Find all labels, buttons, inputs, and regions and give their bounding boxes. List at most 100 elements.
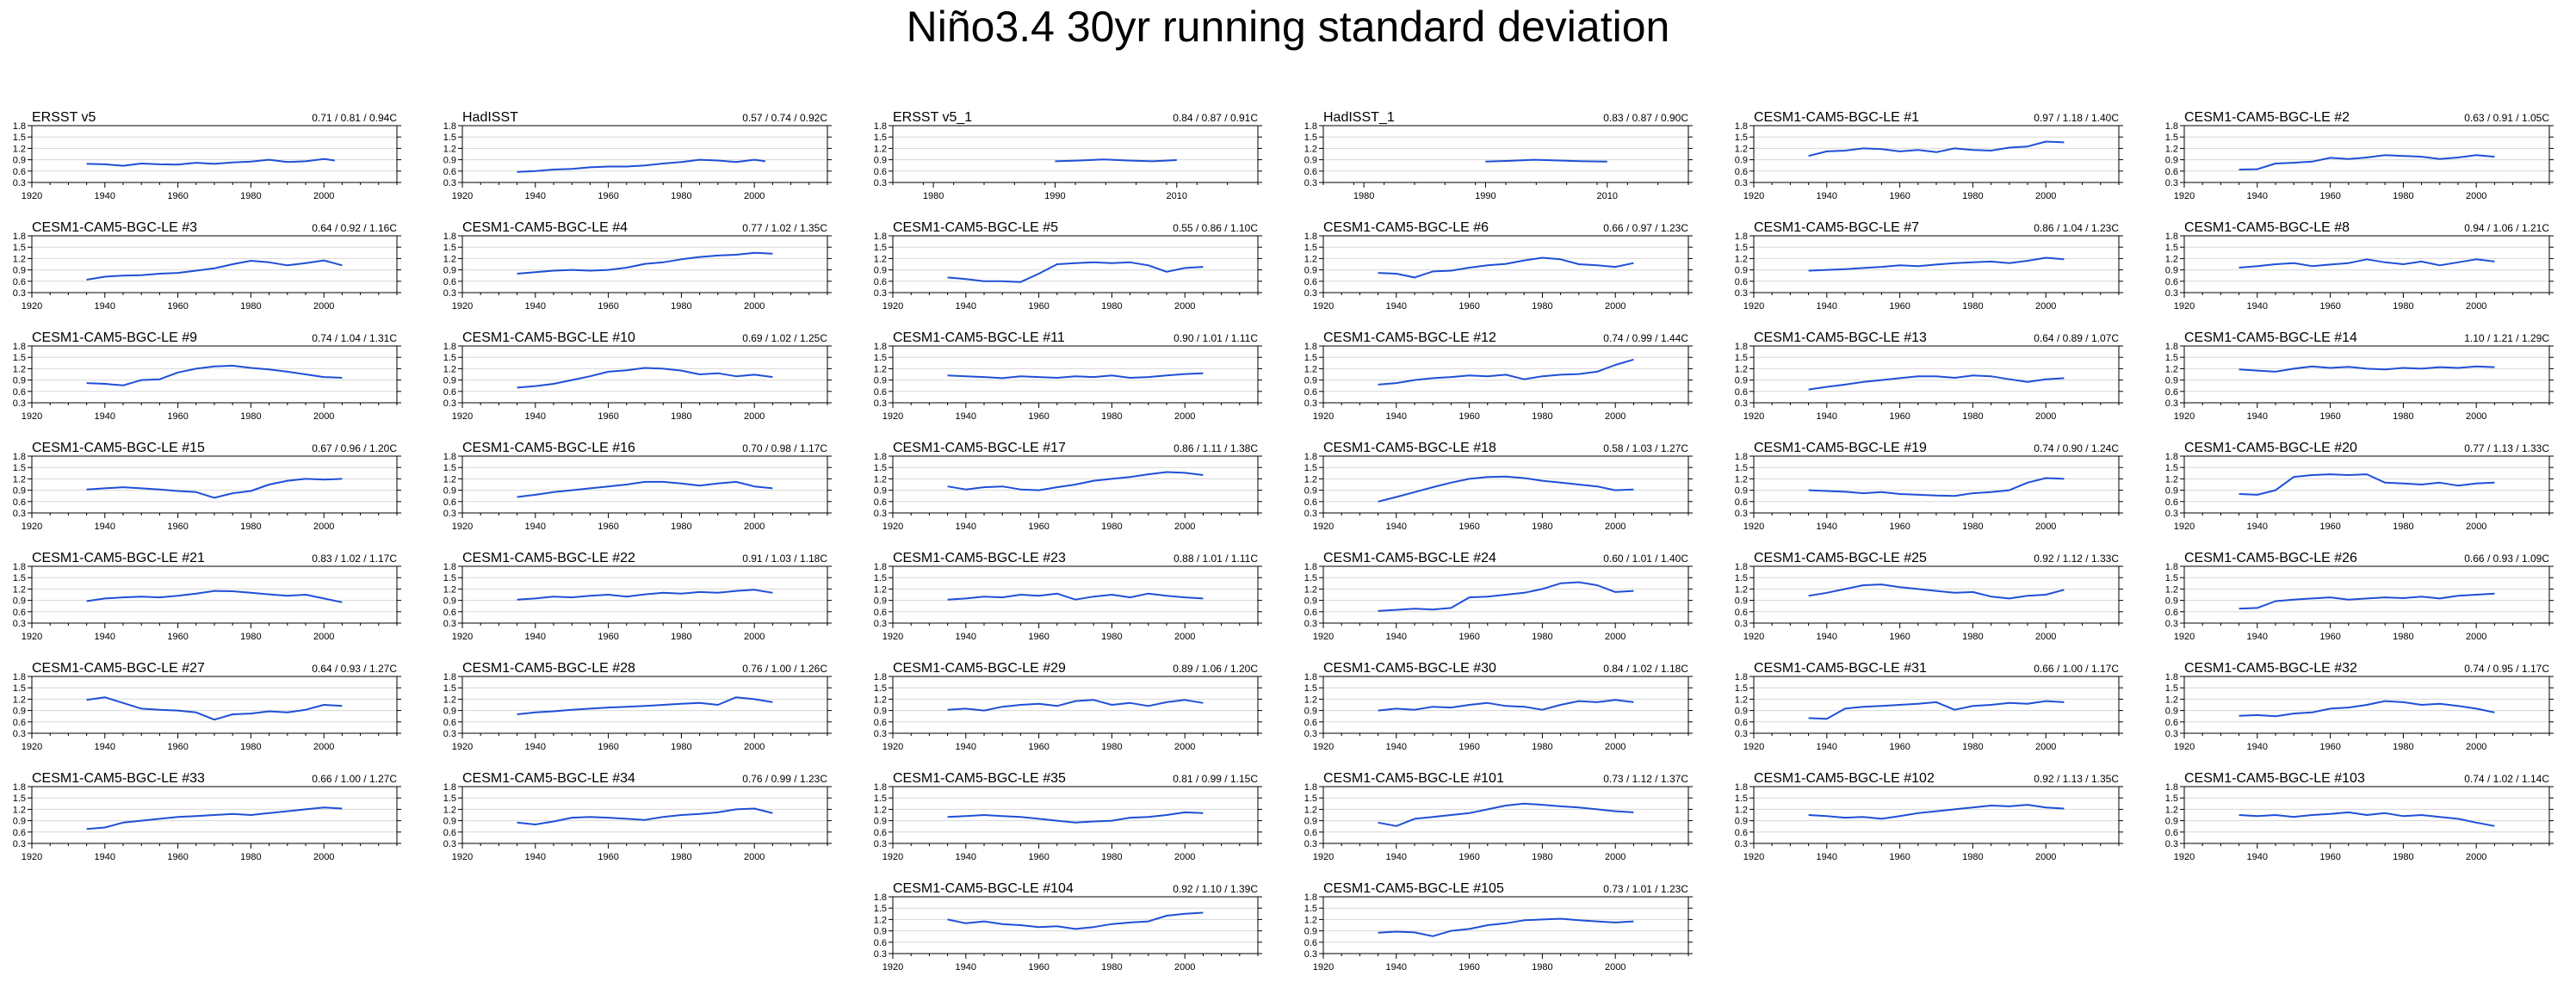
x-tick-label: 1920 — [1313, 301, 1334, 312]
series-line — [1808, 804, 2065, 820]
chart-panel: CESM1-CAM5-BGC-LE #105 0.73 / 1.01 / 1.23… — [1304, 881, 1693, 973]
x-tick-label: 2000 — [2035, 852, 2056, 862]
x-tick-label: 1940 — [1386, 742, 1407, 752]
y-tick-label: 1.8 — [1304, 562, 1317, 572]
y-tick-label: 1.5 — [1735, 573, 1748, 584]
series-line — [517, 158, 766, 173]
x-tick-label: 2000 — [2466, 191, 2486, 201]
y-tick-label: 1.5 — [1735, 683, 1748, 694]
x-tick-label: 1980 — [1962, 632, 1983, 642]
chart-panel: CESM1-CAM5-BGC-LE #18 0.58 / 1.03 / 1.27C… — [1304, 441, 1693, 532]
y-tick-label: 0.9 — [1304, 266, 1317, 276]
chart-panel: CESM1-CAM5-BGC-LE #25 0.92 / 1.12 / 1.33C… — [1735, 551, 2123, 642]
x-tick-label: 1980 — [1962, 191, 1983, 201]
panel-title: CESM1-CAM5-BGC-LE #31 — [1754, 661, 1927, 676]
x-tick-label: 1960 — [167, 191, 188, 201]
x-tick-label: 1960 — [2319, 301, 2340, 312]
x-tick-label: 1980 — [1353, 191, 1374, 201]
y-tick-label: 1.8 — [2165, 232, 2178, 242]
plot-frame — [461, 786, 828, 844]
chart-panel: CESM1-CAM5-BGC-LE #30 0.84 / 1.02 / 1.18C… — [1304, 661, 1693, 752]
x-tick-label: 1940 — [525, 411, 546, 422]
y-tick-label: 0.9 — [443, 376, 456, 386]
panel-title: ERSST v5_1 — [893, 110, 972, 125]
x-tick-label: 1980 — [671, 301, 691, 312]
panel-stats: 0.73 / 1.01 / 1.23C — [1603, 883, 1688, 895]
panel-stats: 0.74 / 0.99 / 1.44C — [1603, 332, 1688, 344]
panel-stats: 0.64 / 0.93 / 1.27C — [312, 663, 397, 675]
panel-title: CESM1-CAM5-BGC-LE #17 — [893, 441, 1066, 455]
panel-title: CESM1-CAM5-BGC-LE #28 — [462, 661, 635, 676]
x-tick-label: 1980 — [2393, 191, 2413, 201]
y-tick-label: 1.8 — [1304, 452, 1317, 462]
x-tick-label: 1980 — [1532, 852, 1552, 862]
chart-panel: CESM1-CAM5-BGC-LE #2 0.63 / 0.91 / 1.05C 0… — [2165, 110, 2554, 201]
y-tick-label: 0.9 — [1304, 707, 1317, 717]
x-tick-label: 1980 — [1532, 522, 1552, 532]
panel-title: CESM1-CAM5-BGC-LE #32 — [2184, 661, 2357, 676]
series-line — [947, 261, 1204, 283]
panel-stats: 0.74 / 0.95 / 1.17C — [2464, 663, 2549, 675]
x-tick-label: 1940 — [956, 522, 976, 532]
y-tick-label: 1.5 — [2165, 243, 2178, 253]
y-tick-label: 1.2 — [1735, 695, 1748, 705]
chart-panel: CESM1-CAM5-BGC-LE #20 0.77 / 1.13 / 1.33C… — [2165, 441, 2554, 532]
x-tick-label: 1980 — [923, 191, 944, 201]
y-tick-label: 0.3 — [2165, 398, 2178, 409]
y-tick-label: 1.2 — [2165, 254, 2178, 264]
x-tick-label: 1920 — [882, 852, 903, 862]
y-tick-label: 1.5 — [13, 353, 26, 363]
series-line — [1378, 917, 1634, 937]
chart-panel: CESM1-CAM5-BGC-LE #17 0.86 / 1.11 / 1.38C… — [874, 441, 1262, 532]
panel-stats: 0.83 / 0.87 / 0.90C — [1603, 112, 1688, 124]
y-tick-label: 1.5 — [1735, 463, 1748, 473]
plot-frame — [2183, 125, 2550, 183]
y-tick-label: 1.5 — [13, 463, 26, 473]
panel-stats: 0.74 / 1.04 / 1.31C — [312, 332, 397, 344]
y-tick-label: 1.8 — [443, 562, 456, 572]
y-tick-label: 0.9 — [1304, 927, 1317, 937]
x-tick-label: 1920 — [452, 411, 473, 422]
y-tick-label: 1.8 — [2165, 782, 2178, 793]
y-tick-label: 0.6 — [1304, 718, 1317, 728]
x-tick-label: 2000 — [2466, 301, 2486, 312]
chart-panel: CESM1-CAM5-BGC-LE #16 0.70 / 0.98 / 1.17C… — [443, 441, 832, 532]
y-tick-label: 0.9 — [874, 266, 887, 276]
x-tick-label: 1940 — [2247, 411, 2268, 422]
y-tick-label: 1.5 — [1735, 243, 1748, 253]
panel-stats: 0.67 / 0.96 / 1.20C — [312, 442, 397, 454]
chart-panel: HadISST_1 0.83 / 0.87 / 0.90C 0.30.60.9 1.2… — [1304, 110, 1693, 201]
x-tick-label: 2000 — [744, 632, 765, 642]
y-tick-label: 1.2 — [13, 144, 26, 154]
y-tick-label: 0.3 — [874, 729, 887, 739]
panel-title: CESM1-CAM5-BGC-LE #26 — [2184, 551, 2357, 565]
y-tick-label: 1.8 — [443, 121, 456, 132]
chart-panel: CESM1-CAM5-BGC-LE #19 0.74 / 0.90 / 1.24C… — [1735, 441, 2123, 532]
y-tick-label: 1.2 — [1304, 915, 1317, 925]
chart-panel: CESM1-CAM5-BGC-LE #22 0.91 / 1.03 / 1.18C… — [443, 551, 832, 642]
x-tick-label: 1940 — [2247, 301, 2268, 312]
y-tick-label: 0.9 — [13, 376, 26, 386]
x-tick-label: 1960 — [2319, 742, 2340, 752]
panel-stats: 0.64 / 0.92 / 1.16C — [312, 222, 397, 234]
series-line — [2239, 154, 2495, 170]
y-tick-label: 0.3 — [2165, 509, 2178, 519]
y-tick-label: 0.9 — [1304, 486, 1317, 497]
y-tick-label: 0.9 — [1304, 817, 1317, 827]
panel-stats: 0.71 / 0.81 / 0.94C — [312, 112, 397, 124]
y-tick-label: 1.8 — [1304, 342, 1317, 352]
y-tick-label: 1.2 — [1304, 805, 1317, 815]
chart-panel: CESM1-CAM5-BGC-LE #21 0.83 / 1.02 / 1.17C… — [13, 551, 401, 642]
y-tick-label: 1.2 — [1304, 474, 1317, 485]
plot-frame — [31, 565, 398, 624]
y-tick-label: 0.6 — [13, 387, 26, 398]
y-tick-label: 1.2 — [874, 805, 887, 815]
series-line — [947, 699, 1204, 712]
plot-frame — [31, 125, 398, 183]
y-tick-label: 0.6 — [1304, 277, 1317, 287]
x-tick-label: 1920 — [1743, 301, 1764, 312]
series-line — [86, 364, 343, 386]
x-tick-label: 2000 — [1605, 852, 1625, 862]
y-tick-label: 1.8 — [1304, 121, 1317, 132]
series-line — [1808, 256, 2065, 272]
